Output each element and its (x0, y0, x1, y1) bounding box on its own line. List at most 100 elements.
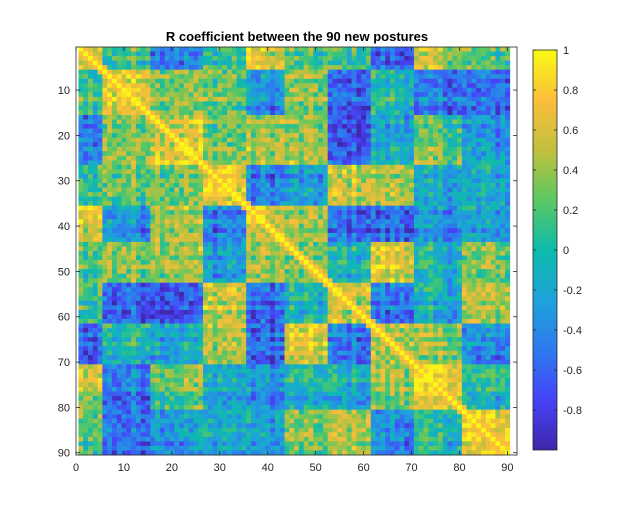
heatmap-cell (495, 210, 501, 216)
heatmap-cell (169, 260, 175, 265)
heatmap-cell (246, 273, 252, 279)
heatmap-cell (337, 169, 343, 175)
heatmap-cell (399, 223, 405, 229)
heatmap-cell (505, 128, 511, 134)
heatmap-cell (481, 223, 487, 229)
heatmap-cell (303, 74, 309, 80)
heatmap-cell (255, 56, 261, 61)
heatmap-cell (289, 65, 295, 71)
heatmap-cell (437, 115, 444, 120)
heatmap-cell (159, 183, 166, 188)
heatmap-cell (380, 142, 386, 148)
heatmap-cell (183, 151, 189, 157)
heatmap-cell (193, 164, 199, 170)
heatmap-cell (366, 146, 372, 152)
heatmap-cell (126, 60, 132, 66)
heatmap-cell (212, 278, 218, 284)
heatmap-cell (188, 192, 194, 197)
heatmap-cell (303, 56, 309, 61)
heatmap-cell (265, 210, 271, 216)
heatmap-cell (188, 223, 194, 229)
heatmap-cell (433, 142, 439, 148)
heatmap-cell (87, 246, 94, 252)
heatmap-cell (457, 146, 463, 152)
heatmap-cell (92, 187, 98, 193)
heatmap-cell (279, 151, 285, 157)
heatmap-cell (111, 74, 118, 80)
heatmap-cell (279, 87, 285, 93)
heatmap-cell (140, 287, 146, 293)
heatmap-cell (351, 214, 357, 220)
heatmap-cell (366, 228, 372, 234)
heatmap-cell (490, 237, 496, 243)
heatmap-cell (107, 133, 113, 139)
heatmap-cell (188, 169, 194, 175)
heatmap-cell (246, 119, 252, 125)
heatmap-cell (155, 269, 161, 275)
heatmap-cell (294, 219, 300, 225)
heatmap-cell (447, 273, 453, 279)
heatmap-cell (193, 251, 199, 256)
heatmap-cell (303, 251, 309, 256)
heatmap-cell (313, 241, 319, 247)
heatmap-cell (217, 78, 223, 84)
heatmap-cell (145, 237, 151, 243)
heatmap-cell (394, 210, 400, 216)
heatmap-cell (500, 146, 506, 152)
heatmap-cell (121, 192, 127, 197)
heatmap-cell (121, 260, 127, 265)
heatmap-cell (183, 74, 189, 80)
heatmap-cell (183, 282, 189, 288)
heatmap-cell (270, 241, 276, 247)
heatmap-cell (370, 74, 376, 80)
heatmap-cell (476, 137, 482, 143)
heatmap-cell (226, 296, 233, 302)
heatmap-cell (260, 60, 266, 66)
heatmap-cell (107, 87, 113, 93)
heatmap-cell (246, 74, 252, 80)
heatmap-cell (246, 205, 252, 211)
heatmap-cell (385, 110, 391, 116)
heatmap-cell (97, 187, 103, 193)
heatmap-cell (337, 56, 343, 61)
heatmap-cell (303, 155, 309, 161)
heatmap-cell (150, 173, 156, 179)
heatmap-cell (466, 87, 472, 93)
heatmap-cell (361, 83, 367, 89)
heatmap-cell (389, 96, 396, 102)
heatmap-cell (97, 133, 103, 139)
heatmap-cell (346, 192, 352, 197)
heatmap-cell (212, 223, 218, 229)
heatmap-cell (337, 187, 343, 193)
heatmap-cell (231, 110, 237, 116)
heatmap-cell (179, 232, 185, 238)
heatmap-cell (260, 115, 266, 120)
heatmap-cell (241, 210, 247, 216)
heatmap-cell (241, 47, 247, 52)
heatmap-cell (250, 178, 257, 184)
heatmap-cell (222, 160, 228, 166)
heatmap-cell (457, 219, 463, 225)
heatmap-cell (409, 169, 415, 175)
heatmap-cell (327, 196, 333, 202)
heatmap-cell (150, 205, 156, 211)
heatmap-cell (409, 65, 415, 71)
heatmap-cell (217, 296, 223, 302)
heatmap-cell (179, 228, 185, 234)
heatmap-cell (322, 237, 328, 243)
heatmap-cell (131, 128, 137, 134)
heatmap-cell (303, 101, 309, 107)
heatmap-cell (241, 251, 247, 256)
heatmap-cell (107, 74, 113, 80)
heatmap-cell (279, 192, 285, 197)
heatmap-cell (97, 291, 103, 297)
heatmap-cell (466, 260, 472, 265)
heatmap-cell (318, 101, 324, 107)
heatmap-cell (250, 287, 257, 293)
heatmap-cell (270, 278, 276, 284)
heatmap-cell (437, 128, 444, 134)
heatmap-cell (423, 219, 429, 225)
heatmap-cell (399, 124, 405, 129)
heatmap-cell (457, 83, 463, 89)
heatmap-cell (159, 178, 166, 184)
